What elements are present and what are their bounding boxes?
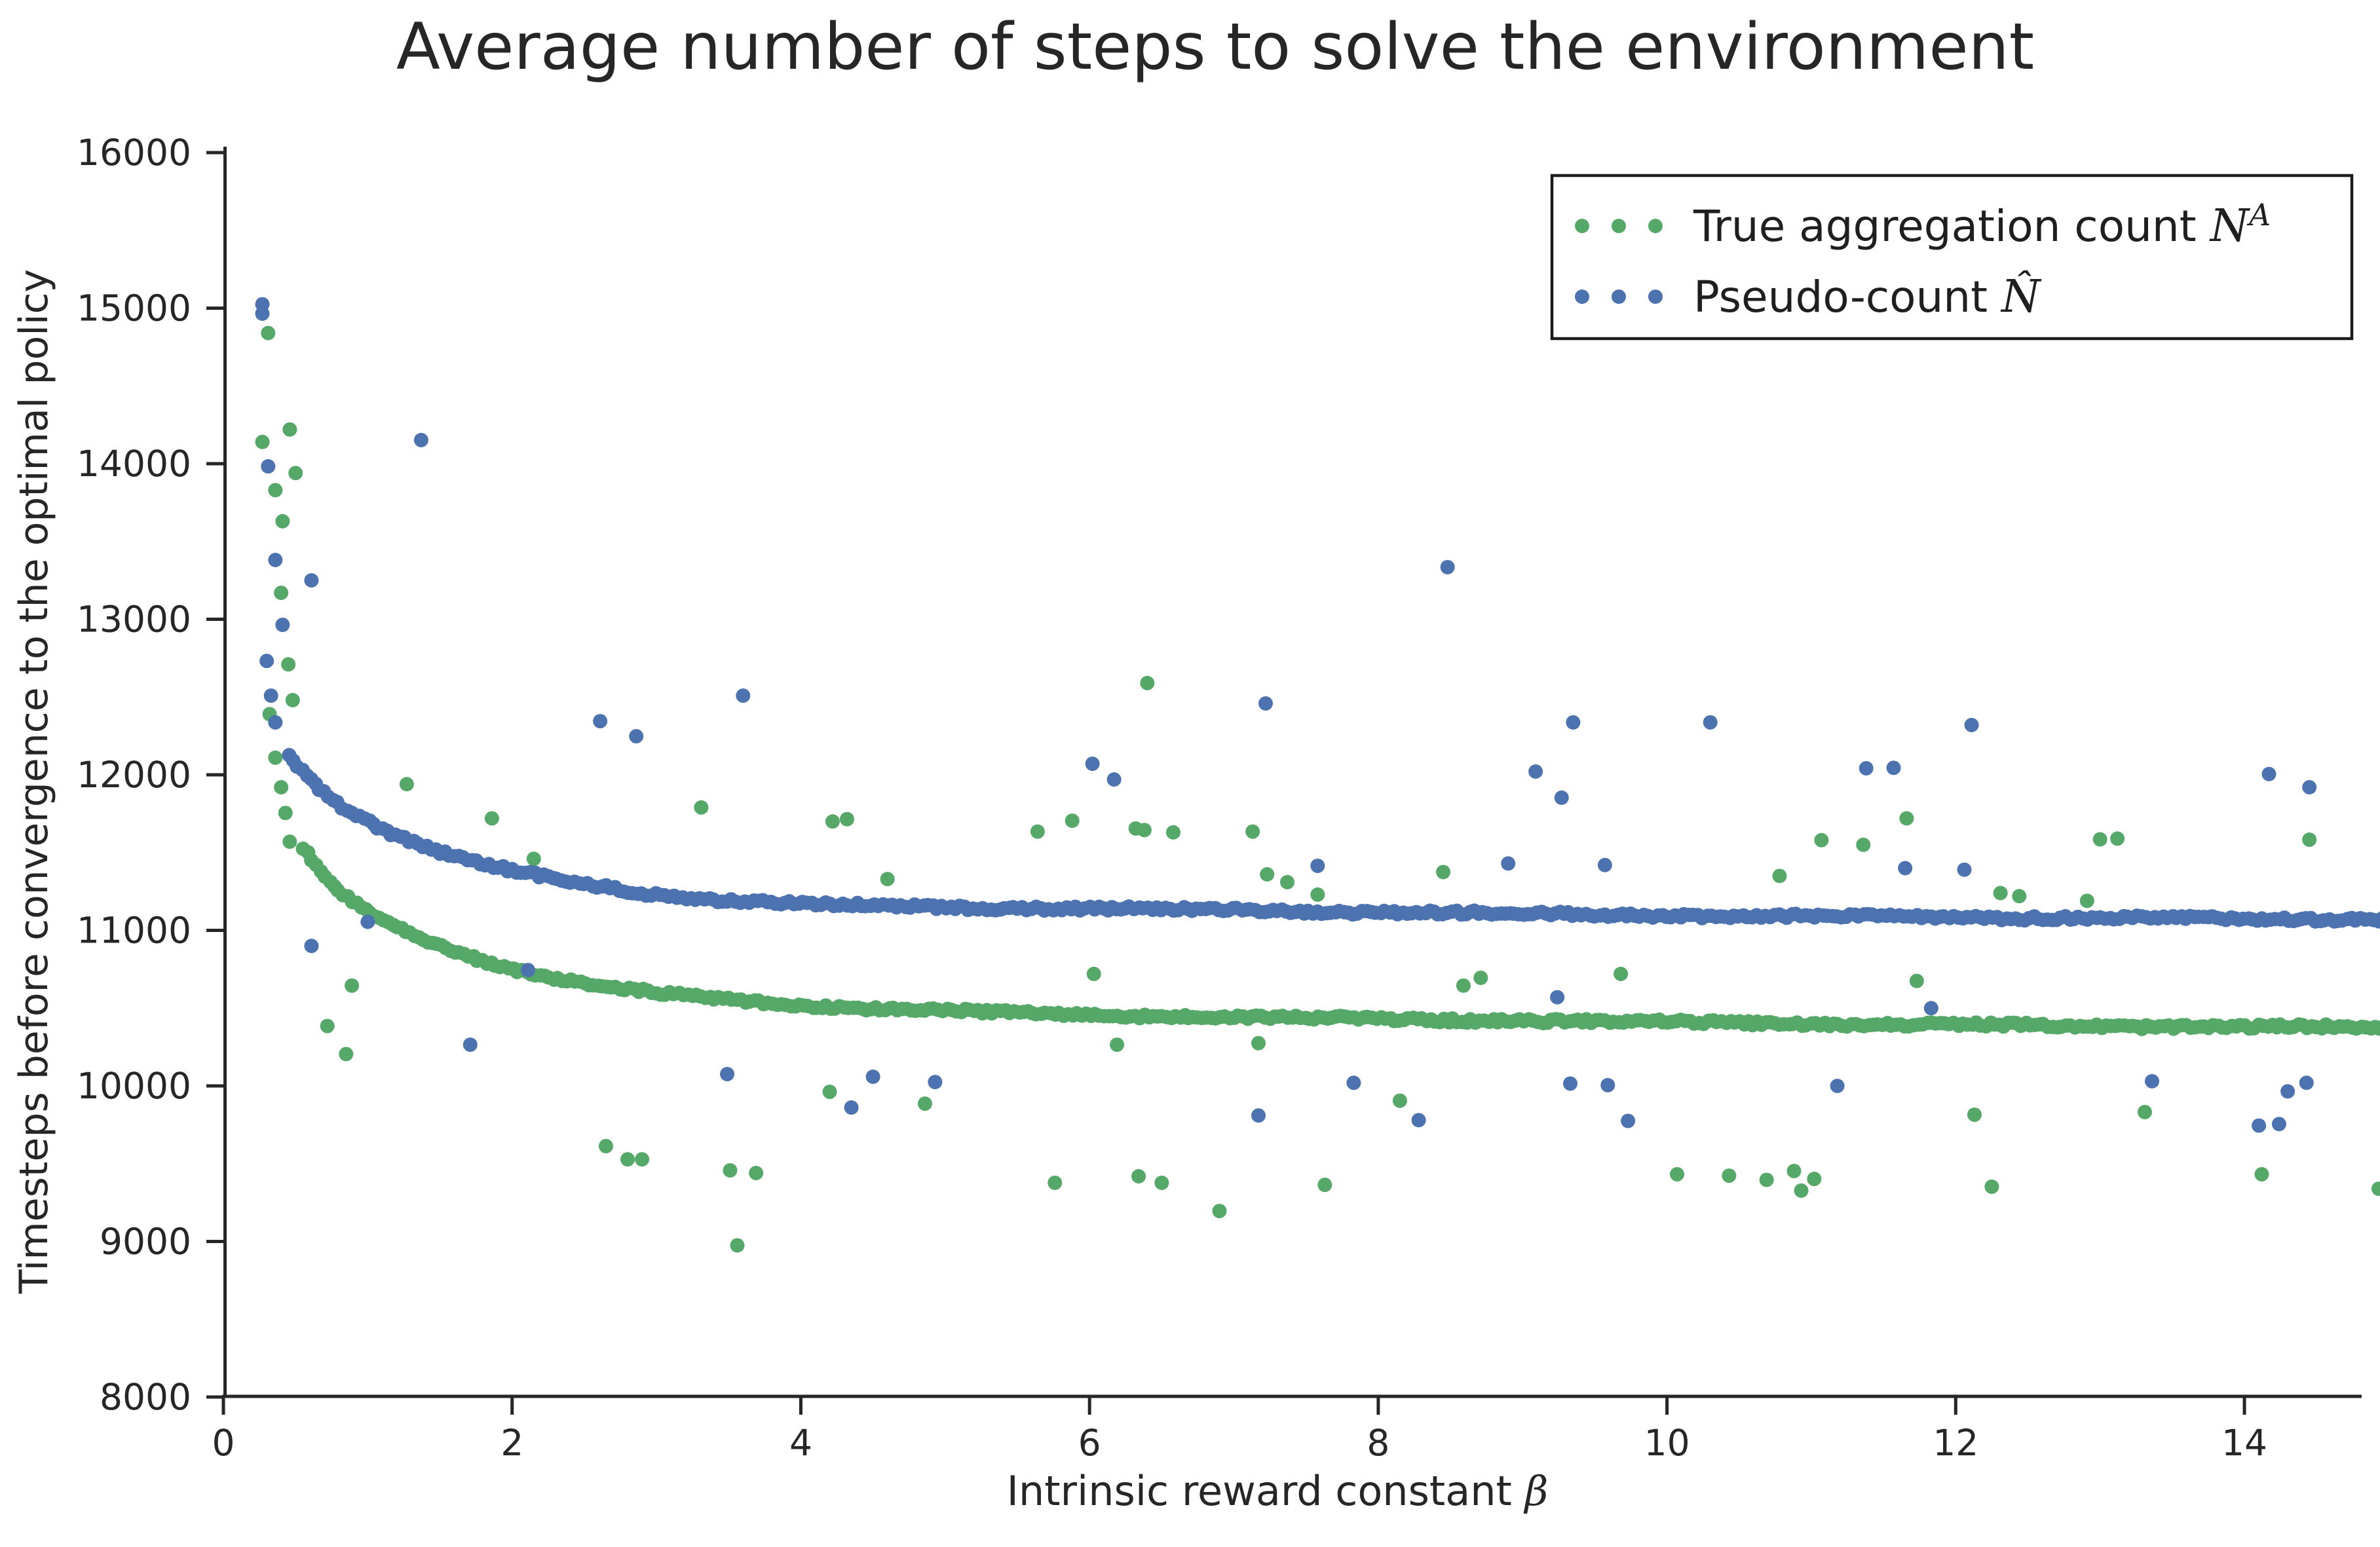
legend-marker-pseudo_count [1648, 289, 1663, 304]
series-pseudo_count [255, 297, 2380, 1133]
axes: 8000 9000 10000 11000 12000 13000 14000 15000 16… [77, 132, 2362, 1464]
y-tick-label: 12000 [77, 754, 191, 796]
legend: True aggregation count NA Pseudo-count N̂ [1550, 174, 2354, 341]
y-tick-label: 10000 [77, 1065, 191, 1107]
x-axis-title-text: Intrinsic reward constant [1006, 1467, 1525, 1515]
x-tick-label: 0 [212, 1422, 235, 1464]
legend-marker-true_aggregation_count [1612, 219, 1626, 233]
series-true_aggregation_count [255, 326, 2380, 1253]
legend-marker-true_aggregation_count [1575, 219, 1589, 233]
y-tick-label: 13000 [77, 599, 191, 641]
x-tick-label: 14 [2221, 1422, 2267, 1464]
x-tick-label: 6 [1078, 1422, 1101, 1464]
beta-symbol: β [1524, 1467, 1549, 1515]
y-tick-label: 9000 [100, 1221, 191, 1263]
y-tick-label: 16000 [77, 132, 191, 174]
x-tick-label: 8 [1367, 1422, 1389, 1464]
y-tick-label: 14000 [77, 443, 191, 485]
legend-label-pseudo_count: Pseudo-count N̂ [1693, 270, 2042, 323]
x-axis-title: Intrinsic reward constant β [1007, 1467, 1549, 1515]
y-tick-label: 8000 [100, 1376, 191, 1418]
x-tick-label: 4 [789, 1422, 812, 1464]
x-tick-label: 10 [1644, 1422, 1690, 1464]
x-tick-label: 12 [1933, 1422, 1978, 1464]
x-tick-label: 2 [501, 1422, 523, 1464]
legend-label-true_aggregation_count: True aggregation count NA [1693, 197, 2271, 252]
y-axis-title: Timesteps before convergence to the opti… [11, 269, 57, 1294]
legend-marker-true_aggregation_count [1648, 219, 1663, 233]
y-tick-label: 11000 [77, 910, 191, 952]
y-tick-label: 15000 [77, 288, 191, 329]
legend-marker-pseudo_count [1612, 289, 1626, 304]
legend-marker-pseudo_count [1575, 289, 1589, 304]
chart-title: Average number of steps to solve the env… [396, 10, 2035, 84]
